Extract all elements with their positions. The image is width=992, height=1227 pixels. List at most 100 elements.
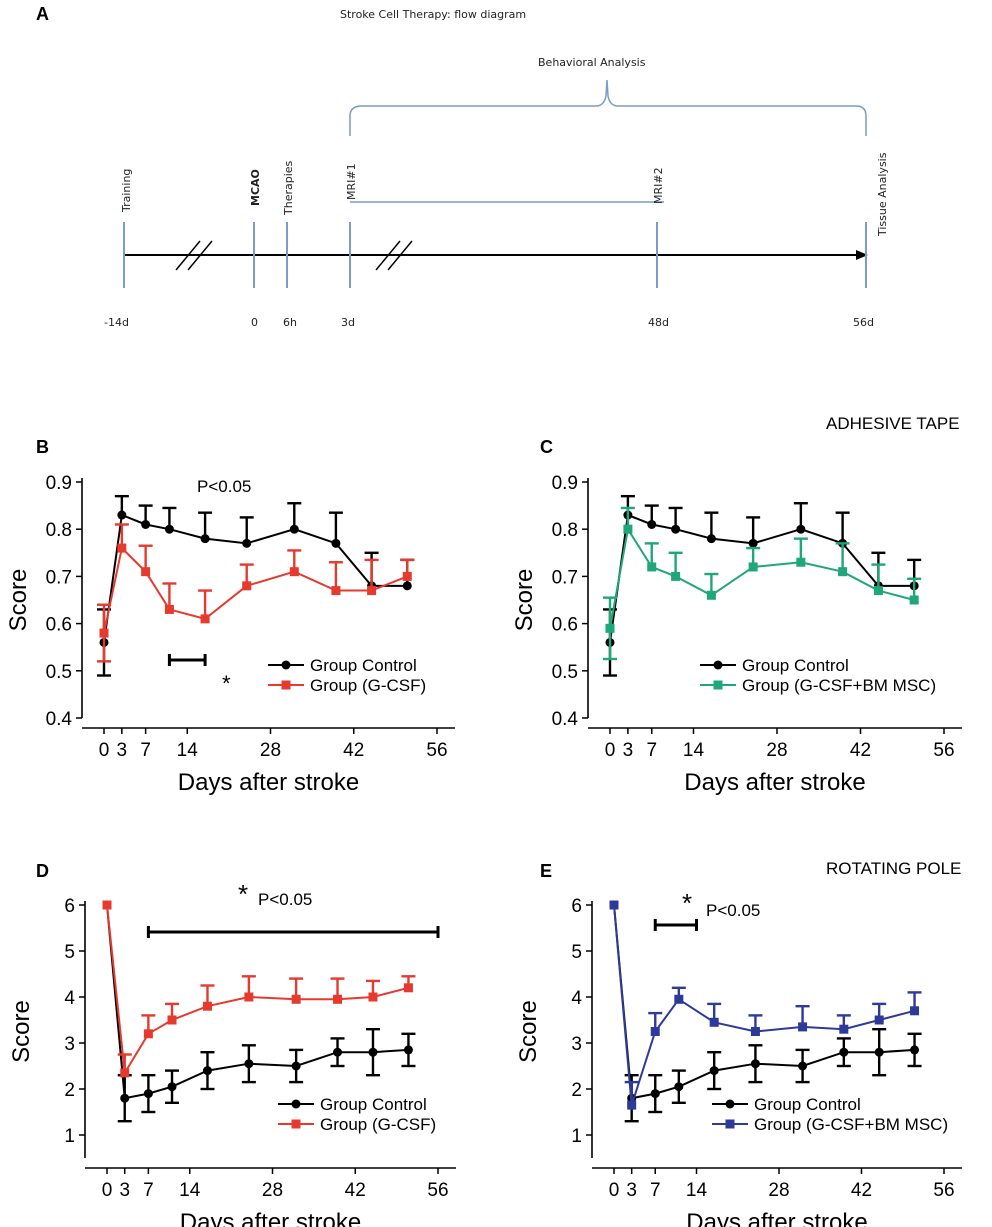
series-group-g-csf- [102,900,416,1078]
data-point [331,586,341,596]
y-axis-title: Score [5,569,32,632]
series-line [103,513,408,643]
data-point [647,562,657,572]
x-tick-label: 14 [686,1180,708,1201]
chart-panel-c: 0.4 0.5 0.6 0.7 0.8 0.9 0 3 7 14 28 42 56 Days after … [511,473,962,796]
x-tick-label: 0 [605,740,616,761]
event-time-training: -14d [104,316,129,329]
series-line [613,904,915,1100]
flow-diagram-title: Stroke Cell Therapy: flow diagram [340,8,526,21]
data-point [368,1047,378,1057]
data-point [748,538,758,548]
data-point [609,900,619,910]
y-tick-label: 0.9 [46,473,72,494]
p-value-annotation: P<0.05 [258,890,312,909]
y-tick-label: 0.7 [46,567,72,588]
y-tick-label: 0.6 [46,615,72,636]
data-point [242,538,252,548]
y-axis-title: Score [8,1000,35,1063]
y-tick-label: 5 [571,942,582,963]
legend-marker [713,660,723,670]
event-time-tissue: 56d [853,316,874,329]
x-tick-label: 7 [143,1180,154,1201]
legend-label: Group Control [320,1095,427,1114]
y-tick-label: 0.6 [552,615,578,636]
data-point [242,581,252,591]
x-tick-label: 0 [102,1180,113,1201]
y-tick-label: 0.4 [552,709,579,730]
data-point [709,1017,719,1027]
data-point [796,557,806,567]
data-point [333,994,343,1004]
data-point [202,1001,212,1011]
y-tick-label: 6 [571,896,582,917]
legend-label: Group (G-CSF+BM MSC) [742,676,936,695]
y-tick-label: 2 [571,1080,582,1101]
data-point [367,586,377,596]
data-point [706,590,716,600]
data-point [671,524,681,534]
y-tick-label: 1 [571,1126,582,1147]
panel-b-letter: B [36,437,49,457]
y-axis-title: Score [515,1000,542,1063]
timeline-arrowhead [856,250,868,260]
x-axis-title: Days after stroke [180,1209,361,1227]
x-tick-label: 56 [933,1180,954,1201]
data-point [164,524,174,534]
y-axis-title: Score [511,569,538,632]
data-point [910,1045,920,1055]
panel-c-letter: C [540,437,553,457]
behavioral-analysis-label: Behavioral Analysis [538,56,646,69]
data-point [202,1066,212,1076]
y-tick-label: 4 [571,988,582,1009]
x-tick-label: 56 [933,740,954,761]
data-point [143,1089,153,1099]
series-group-control [97,494,415,677]
x-tick-label: 0 [609,1180,620,1201]
event-label-therapies: Therapies [282,160,295,216]
data-point [910,1006,920,1016]
series-line [609,526,915,629]
data-point [331,538,341,548]
x-tick-label: 42 [850,740,871,761]
event-label-mcao: MCAO [249,169,262,206]
legend-marker [713,680,723,690]
significance-asterisk: * [222,671,231,696]
data-point [333,1047,343,1057]
x-tick-label: 7 [650,1180,661,1201]
data-point [623,524,633,534]
event-time-mri2: 48d [648,316,669,329]
legend-marker [291,1119,301,1129]
legend-label: Group Control [754,1095,861,1114]
data-point [750,1027,760,1036]
legend-label: Group Control [310,656,417,675]
event-label-tissue-analysis: Tissue Analysis [876,152,889,237]
legend-marker [291,1099,301,1109]
timeline-break-1 [175,240,213,271]
data-point [647,519,657,529]
data-point [798,1022,808,1032]
series-group-control [603,494,922,677]
x-tick-label: 28 [260,740,281,761]
rotating-pole-label: ROTATING POLE [826,859,961,878]
legend-label: Group (G-CSF+BM MSC) [754,1115,948,1134]
data-point [120,1093,130,1103]
data-point [873,586,883,596]
data-point [874,1047,884,1057]
data-point [102,900,112,910]
event-label-mri1: MRI#1 [345,163,358,200]
data-point [709,1066,719,1076]
x-tick-label: 3 [119,1180,130,1201]
series-line [609,513,915,643]
event-label-training: Training [120,169,133,213]
data-point [839,1024,849,1034]
y-tick-label: 0.8 [552,520,578,541]
data-point [706,534,716,544]
data-point [289,567,299,577]
panel-d-letter: D [36,861,49,881]
